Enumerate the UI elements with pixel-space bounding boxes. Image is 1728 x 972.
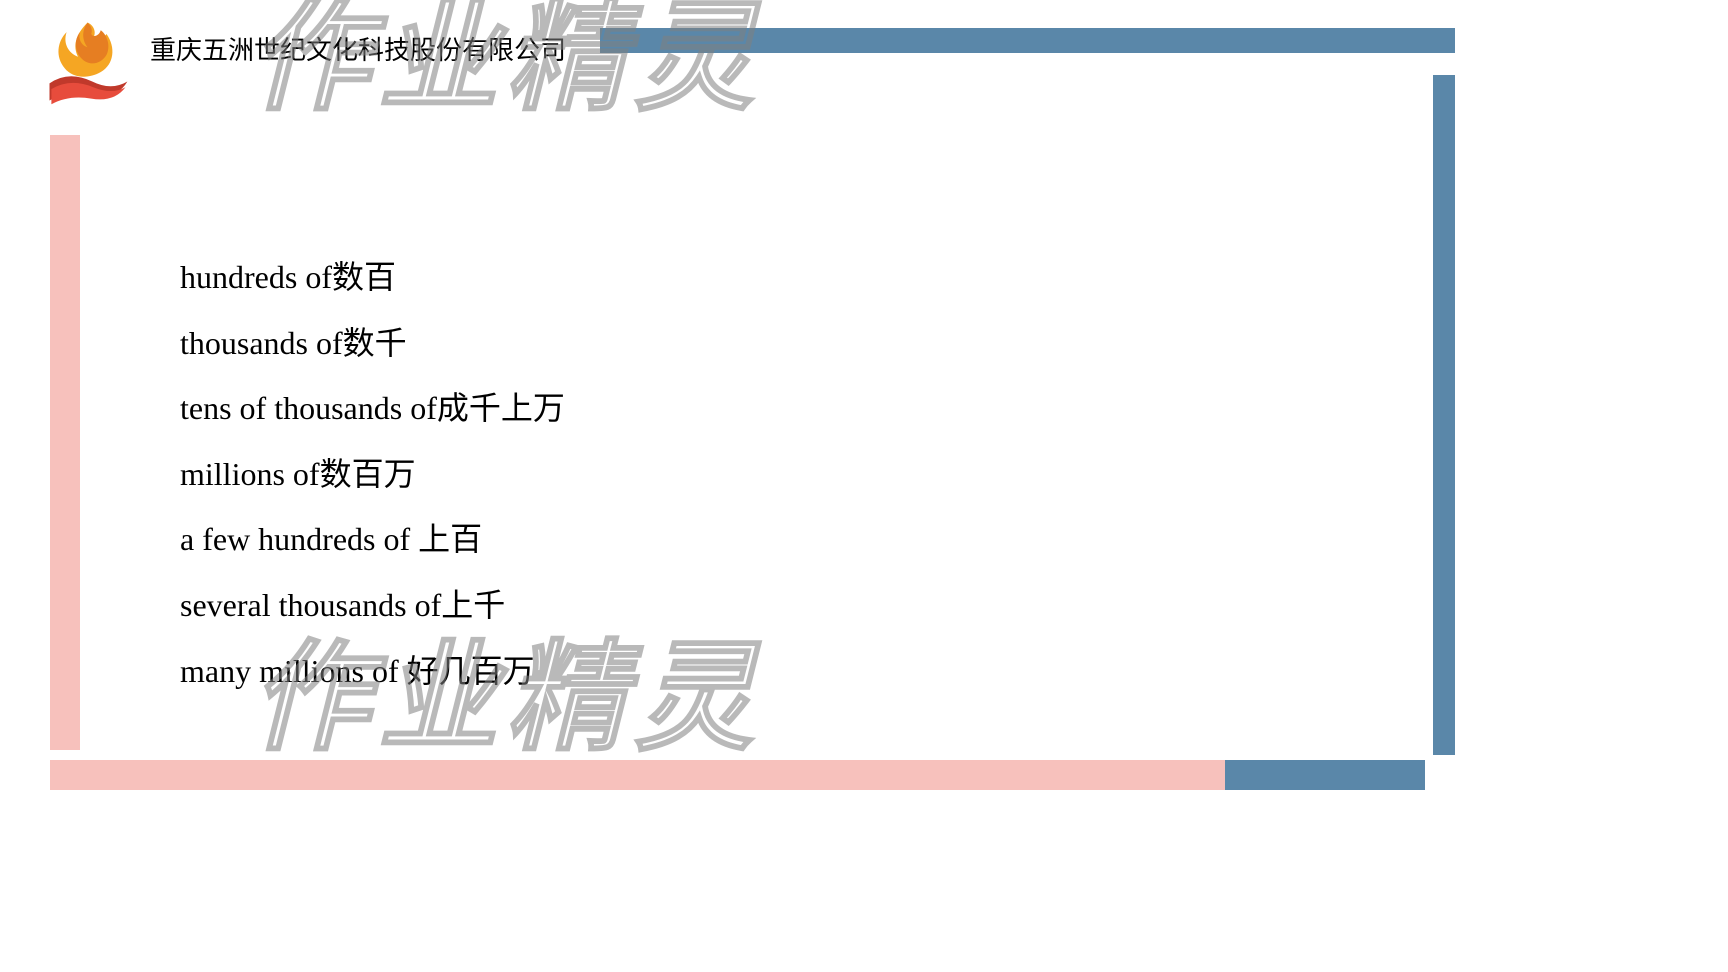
content-list: hundreds of数百 thousands of数千 tens of tho…	[180, 245, 565, 704]
content-line: many millions of 好几百万	[180, 639, 565, 705]
company-name: 重庆五洲世纪文化科技股份有限公司	[150, 30, 566, 67]
decor-bottom-blue-tab	[1225, 760, 1425, 790]
content-line: millions of数百万	[180, 442, 565, 508]
content-line: a few hundreds of 上百	[180, 507, 565, 573]
decor-bottom-pink-bar	[50, 760, 1225, 790]
content-line: several thousands of上千	[180, 573, 565, 639]
content-line: tens of thousands of成千上万	[180, 376, 565, 442]
company-logo-icon	[40, 15, 135, 110]
content-line: hundreds of数百	[180, 245, 565, 311]
decor-left-pink-bar	[50, 135, 80, 750]
content-line: thousands of数千	[180, 311, 565, 377]
watermark-top: 作业精灵	[250, 0, 762, 134]
decor-top-blue-bar	[600, 28, 1455, 53]
slide-container: 重庆五洲世纪文化科技股份有限公司 作业精灵 hundreds of数百 thou…	[20, 0, 1460, 810]
decor-right-blue-bar	[1433, 75, 1455, 755]
